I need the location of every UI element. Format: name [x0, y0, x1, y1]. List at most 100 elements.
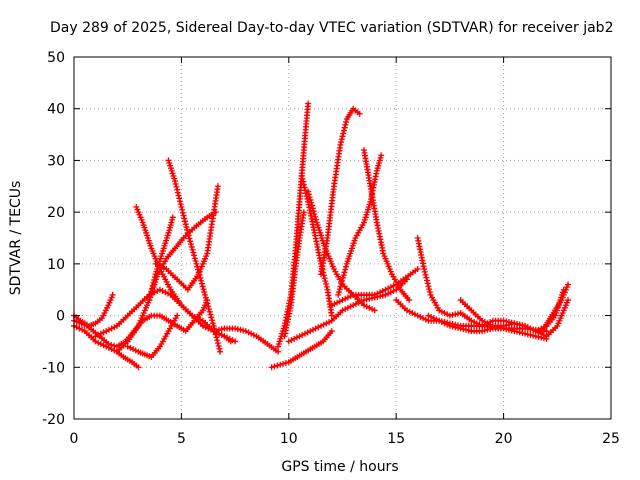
data-point — [326, 319, 333, 326]
data-point — [524, 324, 531, 331]
data-point — [184, 226, 191, 233]
data-point — [162, 289, 169, 296]
series-s1 — [71, 291, 116, 329]
data-point — [214, 183, 221, 190]
data-point — [277, 361, 284, 368]
data-point — [157, 263, 164, 270]
y-tick-label: -20 — [42, 412, 65, 428]
data-point — [425, 312, 432, 319]
data-point — [105, 341, 112, 348]
data-point — [178, 203, 185, 210]
data-point — [179, 209, 186, 216]
data-point — [181, 218, 188, 225]
data-point — [421, 268, 428, 275]
data-point — [426, 286, 433, 293]
data-point — [175, 192, 182, 199]
data-point — [417, 313, 424, 320]
y-tick-label: 30 — [47, 153, 65, 169]
data-point — [217, 348, 224, 355]
y-tick-label: 20 — [47, 205, 65, 221]
data-point — [371, 291, 378, 298]
data-point — [76, 325, 83, 332]
series-layer — [71, 100, 572, 371]
data-point — [421, 266, 428, 273]
data-point — [73, 324, 80, 331]
series-s20 — [360, 147, 413, 304]
series-s18 — [305, 188, 378, 314]
data-point — [406, 308, 413, 315]
data-point — [190, 249, 197, 256]
data-point — [338, 139, 345, 146]
data-point — [315, 324, 322, 331]
data-point — [476, 321, 483, 328]
data-point — [414, 266, 421, 273]
data-point — [79, 326, 86, 333]
data-point — [205, 325, 212, 332]
data-point — [180, 212, 187, 219]
axes: 0 5 10 15 20 25 -20 -10 0 10 20 30 40 50 — [42, 50, 620, 447]
data-point — [339, 297, 346, 304]
chart-title: Day 289 of 2025, Sidereal Day-to-day VTE… — [50, 20, 613, 36]
data-point — [468, 317, 475, 324]
data-point — [242, 328, 249, 335]
data-point — [293, 334, 300, 341]
data-point — [385, 285, 392, 292]
data-point — [343, 118, 350, 125]
data-point — [424, 280, 431, 287]
data-point — [200, 286, 207, 293]
x-tick-label: 20 — [495, 431, 513, 447]
data-point — [335, 291, 342, 298]
data-point — [271, 363, 278, 370]
data-point — [108, 341, 115, 348]
data-point — [208, 314, 215, 321]
data-point — [296, 333, 303, 340]
data-point — [172, 180, 179, 187]
series-s23 — [414, 235, 486, 329]
data-point — [156, 286, 163, 293]
y-axis-label: SDTVAR / TECUs — [8, 181, 24, 296]
data-point — [433, 316, 440, 323]
data-point — [204, 300, 211, 307]
data-point — [187, 241, 194, 248]
series-s19 — [335, 152, 385, 298]
data-point — [323, 320, 330, 327]
data-point — [184, 229, 191, 236]
data-point — [340, 130, 347, 137]
data-point — [100, 342, 107, 349]
data-point — [350, 302, 357, 309]
data-point — [285, 338, 292, 345]
data-point — [205, 305, 212, 312]
data-point — [179, 206, 186, 213]
data-point — [339, 274, 346, 281]
data-point — [344, 294, 351, 301]
data-point — [95, 339, 102, 346]
series-line — [277, 102, 310, 348]
data-point — [390, 282, 397, 289]
data-point — [202, 291, 209, 298]
data-point — [181, 215, 188, 222]
data-point — [473, 320, 480, 327]
data-point — [441, 309, 448, 316]
data-point — [291, 335, 298, 342]
data-point — [174, 312, 181, 319]
data-point — [385, 290, 392, 297]
data-point — [111, 324, 118, 331]
data-point — [193, 260, 200, 267]
data-point — [301, 184, 308, 191]
data-point — [275, 348, 282, 355]
data-point — [320, 272, 327, 279]
data-point — [199, 283, 206, 290]
data-point — [191, 255, 198, 262]
data-point — [213, 334, 220, 341]
y-tick-label: -10 — [42, 360, 65, 376]
data-point — [323, 280, 330, 287]
data-point — [298, 172, 305, 179]
data-point — [109, 291, 116, 298]
data-point — [300, 181, 307, 188]
data-point — [377, 289, 384, 296]
data-point — [309, 202, 316, 209]
data-point — [288, 337, 295, 344]
data-point — [422, 316, 429, 323]
data-point — [245, 329, 252, 336]
x-tick-label: 10 — [280, 431, 298, 447]
